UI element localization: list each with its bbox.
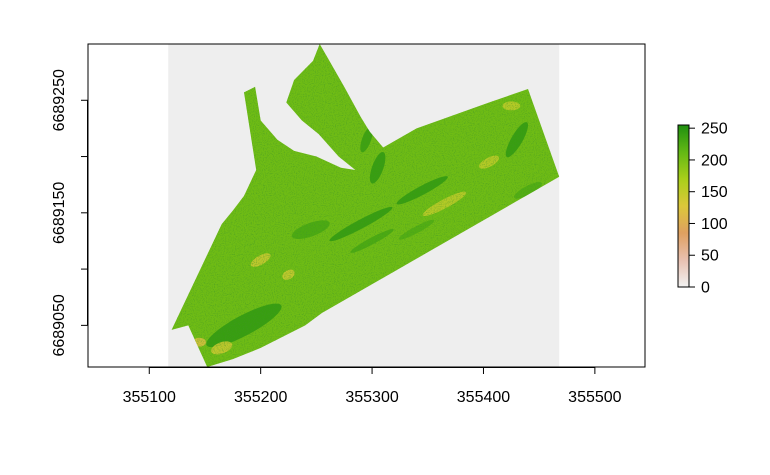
y-axis: 6689050 6689150 6689250 xyxy=(51,69,88,357)
colorbar-tick-label: 250 xyxy=(701,121,728,138)
x-tick-label: 355300 xyxy=(345,389,398,406)
x-tick-label: 355200 xyxy=(234,389,287,406)
x-tick-label: 355500 xyxy=(568,389,621,406)
colorbar-tick-label: 0 xyxy=(701,280,710,297)
colorbar-frame xyxy=(677,124,690,288)
colorbar-tick-label: 150 xyxy=(701,184,728,201)
y-tick-label: 6689250 xyxy=(51,69,68,131)
colorbar-ticks: 0 50 100 150 200 250 xyxy=(689,121,728,297)
x-tick-label: 355400 xyxy=(457,389,510,406)
y-tick-label: 6689150 xyxy=(51,182,68,244)
colorbar-tick-label: 50 xyxy=(701,248,719,265)
colorbar-scale xyxy=(678,125,689,287)
colorbar-legend: 0 50 100 150 200 250 xyxy=(677,121,728,297)
y-tick-label: 6689050 xyxy=(51,294,68,356)
plot-area xyxy=(87,43,646,368)
x-axis: 355100 355200 355300 355400 355500 xyxy=(123,367,622,406)
colorbar-tick-label: 200 xyxy=(701,152,728,169)
colorbar-tick-label: 100 xyxy=(701,216,728,233)
x-tick-label: 355100 xyxy=(123,389,176,406)
